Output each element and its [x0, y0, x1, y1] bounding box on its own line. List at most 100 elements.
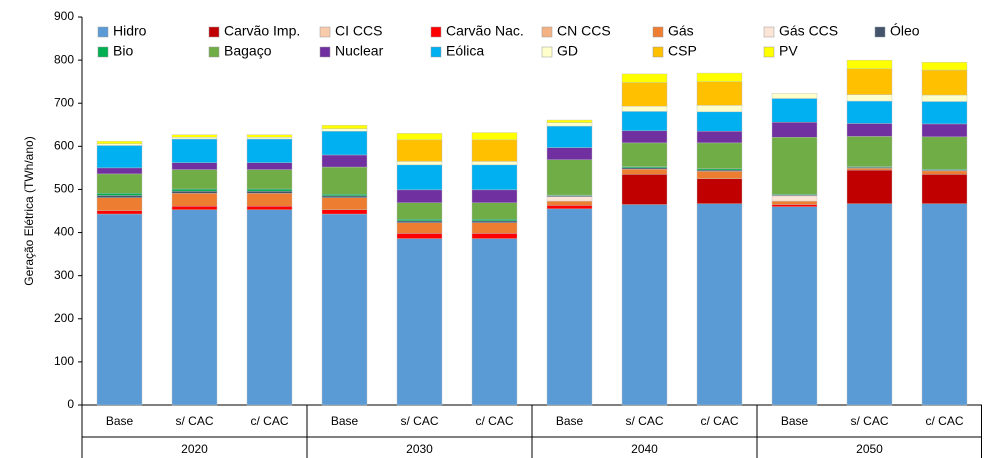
bar-segment — [171, 169, 218, 190]
bar-segment — [96, 213, 143, 406]
bar-segment — [921, 170, 968, 175]
bar-segment — [396, 139, 443, 162]
bar-segment — [396, 233, 443, 239]
bar-segment — [246, 134, 293, 138]
y-tick-label: 200 — [54, 311, 74, 325]
bar-segment — [471, 238, 518, 406]
bar-segment — [396, 220, 443, 223]
bar-segment — [246, 190, 293, 194]
bar-segment — [396, 161, 443, 166]
group-label: 2050 — [856, 442, 883, 456]
group-label: 2040 — [631, 442, 658, 456]
bar-segment — [846, 123, 893, 137]
legend-swatch — [430, 26, 442, 38]
bar-segment — [771, 98, 818, 123]
legend-label: Eólica — [446, 43, 484, 59]
legend-swatch — [97, 26, 109, 38]
bar-segment — [696, 178, 743, 204]
x-tick-label: Base — [781, 414, 809, 428]
y-tick-label: 0 — [67, 397, 74, 411]
bar-segment — [96, 195, 143, 198]
y-tick-label: 700 — [54, 95, 74, 109]
bar-segment — [171, 134, 218, 138]
bar-segment — [246, 193, 293, 207]
bar-segment — [696, 81, 743, 106]
legend-swatch — [97, 46, 109, 58]
bar-segment — [96, 140, 143, 144]
bar-segment — [471, 164, 518, 191]
bar-segment — [921, 203, 968, 406]
bar-segment — [846, 68, 893, 95]
bar-segment — [171, 190, 218, 194]
bar-segment — [771, 93, 818, 99]
bar-segment — [471, 233, 518, 239]
bar-segment — [546, 159, 593, 196]
bar-segment — [471, 202, 518, 220]
bar-segment — [696, 131, 743, 144]
bar-segment — [546, 200, 593, 206]
bar-segment — [96, 145, 143, 169]
bar-segment — [771, 206, 818, 406]
legend-label: CN CCS — [557, 23, 611, 39]
bar-segment — [696, 105, 743, 113]
y-tick-label: 600 — [54, 139, 74, 153]
bar-segment — [921, 94, 968, 102]
bar-segment — [846, 136, 893, 167]
bar-segment — [321, 125, 368, 129]
y-tick-label: 100 — [54, 354, 74, 368]
bar-segment — [696, 203, 743, 406]
bar-segment — [846, 203, 893, 406]
y-tick-label: 400 — [54, 225, 74, 239]
bar-segment — [396, 202, 443, 220]
legend-label: Carvão Nac. — [446, 23, 524, 39]
bar-segment — [621, 106, 668, 112]
bar-segment — [96, 210, 143, 215]
bar-segment — [321, 131, 368, 156]
bar-segment — [321, 193, 368, 197]
bar-segment — [846, 100, 893, 124]
legend-label: CI CCS — [335, 23, 382, 39]
bar-segment — [246, 188, 293, 192]
legend-swatch — [430, 46, 442, 58]
bar-segment — [846, 59, 893, 69]
bar-segment — [246, 162, 293, 170]
x-tick-label: s/ CAC — [175, 414, 213, 428]
legend-swatch — [541, 46, 553, 58]
bar-segment — [696, 72, 743, 82]
y-tick-label: 300 — [54, 268, 74, 282]
bar-segment — [621, 174, 668, 205]
x-tick-label: s/ CAC — [625, 414, 663, 428]
legend-label: Carvão Imp. — [224, 23, 300, 39]
bar-segment — [321, 166, 368, 195]
bar-segment — [771, 121, 818, 138]
bar-segment — [921, 123, 968, 138]
bar-segment — [471, 132, 518, 141]
legend-label: GD — [557, 43, 578, 59]
bar-segment — [846, 168, 893, 171]
bar-segment — [696, 142, 743, 169]
bar-segment — [321, 197, 368, 210]
y-tick-label: 500 — [54, 182, 74, 196]
bar-segment — [546, 208, 593, 406]
bar-segment — [546, 147, 593, 160]
x-tick-label: c/ CAC — [475, 414, 513, 428]
bar-segment — [321, 209, 368, 215]
legend-swatch — [208, 26, 220, 38]
bar-segment — [471, 161, 518, 166]
x-tick-label: c/ CAC — [250, 414, 288, 428]
y-axis-label: Geração Elétrica (TWh/ano) — [22, 136, 36, 285]
bar-segment — [396, 189, 443, 204]
legend-swatch — [874, 26, 886, 38]
bar-segment — [246, 137, 293, 140]
legend-swatch — [208, 46, 220, 58]
bar-segment — [921, 136, 968, 170]
legend-swatch — [319, 46, 331, 58]
bar-segment — [171, 137, 218, 140]
bar-segment — [546, 119, 593, 123]
bar-segment — [621, 73, 668, 83]
y-tick-label: 900 — [54, 9, 74, 23]
bar-segment — [246, 138, 293, 163]
legend-label: PV — [779, 43, 798, 59]
bar-segment — [96, 193, 143, 196]
